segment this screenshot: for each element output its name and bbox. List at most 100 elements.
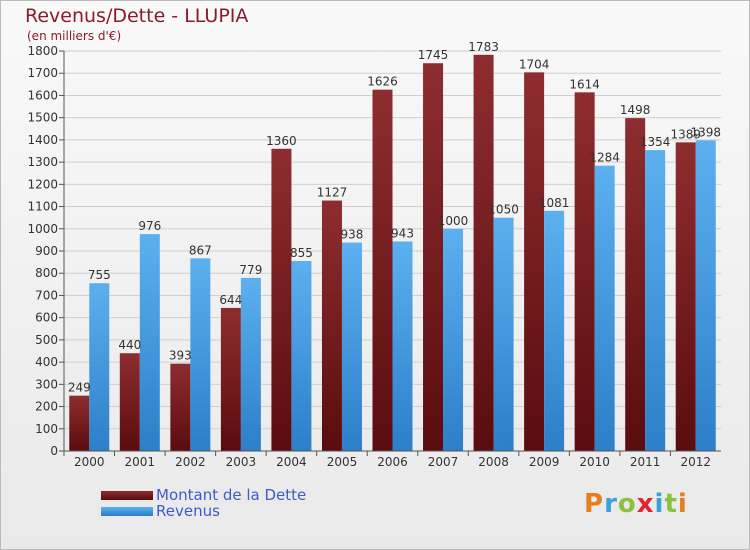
chart-subtitle: (en milliers d'€) (27, 29, 122, 43)
bar-revenus (291, 261, 312, 451)
y-tick-label: 1700 (27, 66, 58, 80)
bar-dette (119, 353, 140, 451)
x-tick-label: 2011 (630, 455, 661, 469)
x-tick-label: 2006 (377, 455, 408, 469)
y-tick-label: 500 (35, 333, 58, 347)
y-tick-label: 600 (35, 311, 58, 325)
bar-revenus (139, 234, 160, 451)
bar-dette (170, 363, 191, 451)
y-tick-label: 1300 (27, 155, 58, 169)
data-label-revenus: 938 (341, 228, 364, 242)
y-tick-label: 900 (35, 244, 58, 258)
bar-dette (625, 118, 646, 451)
y-tick-label: 1000 (27, 222, 58, 236)
x-tick-label: 2003 (226, 455, 257, 469)
bar-revenus (493, 217, 514, 451)
x-tick-label: 2000 (74, 455, 105, 469)
y-tick-label: 1100 (27, 200, 58, 214)
y-tick-label: 1800 (27, 44, 58, 58)
x-tick-label: 2009 (529, 455, 560, 469)
legend-swatch-dette (101, 490, 153, 500)
legend-label-revenus: Revenus (156, 502, 220, 520)
bar-revenus (544, 210, 565, 451)
data-label-dette: 1498 (620, 103, 651, 117)
legend-swatch-revenus (101, 506, 153, 516)
bar-revenus (443, 228, 464, 451)
data-label-revenus: 1050 (488, 203, 519, 217)
data-label-revenus: 1284 (589, 151, 620, 165)
data-label-revenus: 779 (239, 263, 262, 277)
data-label-dette: 1614 (569, 77, 600, 91)
proxiti-logo: Proxiti (584, 489, 688, 519)
logo-letter: o (617, 489, 637, 519)
x-tick-label: 2004 (276, 455, 307, 469)
logo-letter: t (664, 489, 678, 519)
logo-letter: P (584, 489, 605, 519)
logo-letter: x (636, 489, 655, 519)
data-label-revenus: 1398 (690, 125, 721, 139)
y-tick-label: 200 (35, 400, 58, 414)
bar-dette (524, 72, 545, 451)
legend: Montant de la Dette Revenus (101, 486, 307, 520)
bar-revenus (240, 277, 261, 451)
x-tick-label: 2001 (125, 455, 156, 469)
legend-label-dette: Montant de la Dette (156, 486, 307, 504)
y-tick-label: 1200 (27, 177, 58, 191)
bar-dette (675, 142, 696, 452)
data-label-revenus: 976 (138, 219, 161, 233)
data-label-dette: 1704 (519, 57, 550, 71)
data-label-dette: 1783 (468, 40, 499, 54)
data-label-revenus: 855 (290, 246, 313, 260)
data-label-dette: 1745 (418, 48, 449, 62)
logo-letter: i (654, 489, 665, 519)
bar-revenus (645, 150, 666, 451)
data-label-revenus: 1354 (640, 135, 671, 149)
bar-revenus (695, 140, 716, 452)
y-tick-label: 300 (35, 377, 58, 391)
bar-revenus (594, 165, 615, 451)
bar-revenus (190, 258, 211, 451)
y-tick-label: 1600 (27, 88, 58, 102)
bar-revenus (341, 242, 362, 451)
data-label-dette: 1626 (367, 75, 398, 89)
bar-dette (69, 395, 90, 451)
data-label-revenus: 943 (391, 226, 414, 240)
data-label-dette: 644 (219, 293, 242, 307)
bar-dette (473, 54, 494, 452)
data-label-revenus: 1081 (539, 196, 570, 210)
data-label-dette: 1127 (317, 186, 348, 200)
y-tick-label: 400 (35, 355, 58, 369)
data-label-dette: 393 (169, 349, 192, 363)
data-label-dette: 440 (118, 338, 141, 352)
bar-dette (220, 307, 241, 451)
bar-revenus (392, 241, 413, 451)
bar-dette (574, 92, 595, 451)
y-tick-label: 100 (35, 422, 58, 436)
logo-letter: r (604, 489, 618, 519)
x-tick-label: 2005 (327, 455, 358, 469)
bar-dette (423, 63, 444, 451)
x-tick-label: 2008 (478, 455, 509, 469)
y-tick-label: 0 (50, 444, 58, 458)
y-tick-label: 700 (35, 288, 58, 302)
data-label-dette: 1360 (266, 134, 297, 148)
bar-dette (321, 200, 342, 451)
chart-title: Revenus/Dette - LLUPIA (25, 5, 249, 27)
x-tick-label: 2002 (175, 455, 206, 469)
data-label-revenus: 755 (88, 268, 111, 282)
bar-revenus (89, 283, 110, 451)
x-tick-label: 2010 (579, 455, 610, 469)
data-label-dette: 249 (68, 381, 91, 395)
y-tick-label: 1400 (27, 133, 58, 147)
data-label-dette: 1389 (670, 127, 701, 141)
data-label-revenus: 1000 (438, 214, 469, 228)
x-tick-label: 2012 (680, 455, 711, 469)
bar-dette (271, 148, 292, 451)
legend-item-dette: Montant de la Dette (101, 486, 307, 504)
y-tick-label: 800 (35, 266, 58, 280)
legend-item-revenus: Revenus (101, 502, 306, 520)
data-label-revenus: 867 (189, 243, 212, 257)
y-tick-label: 1500 (27, 111, 58, 125)
